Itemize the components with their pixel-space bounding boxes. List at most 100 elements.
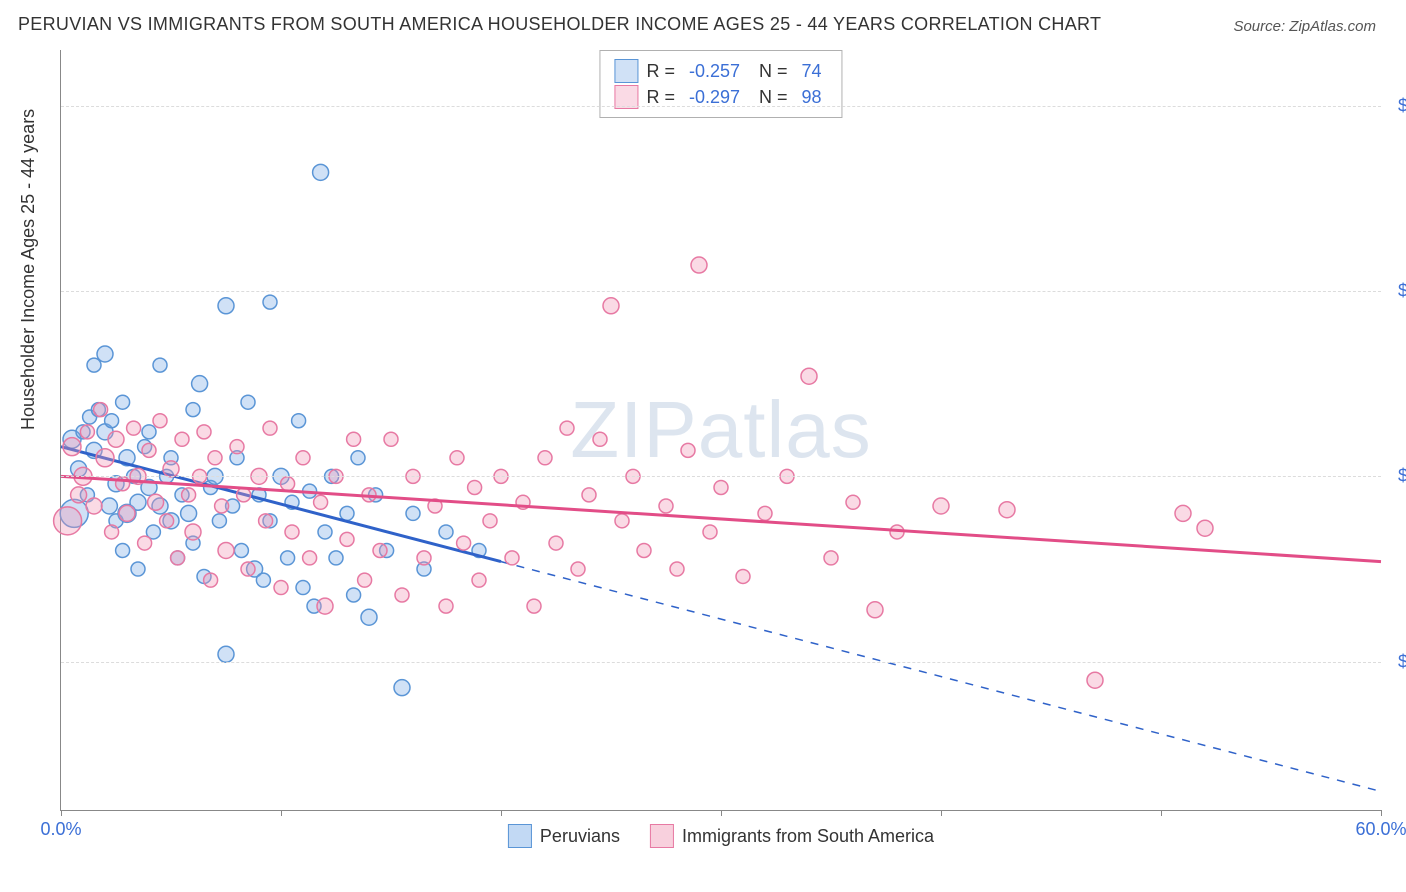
scatter-point	[181, 505, 197, 521]
scatter-point	[182, 488, 196, 502]
scatter-point	[97, 346, 113, 362]
scatter-point	[175, 432, 189, 446]
scatter-point	[119, 505, 135, 521]
x-tick-mark	[281, 810, 282, 816]
x-tick-mark	[1381, 810, 1382, 816]
scatter-point	[450, 451, 464, 465]
scatter-point	[714, 480, 728, 494]
scatter-point	[373, 543, 387, 557]
scatter-point	[317, 598, 333, 614]
scatter-point	[703, 525, 717, 539]
scatter-point	[148, 494, 164, 510]
legend-r-label: R =	[646, 61, 675, 82]
scatter-point	[439, 525, 453, 539]
scatter-point	[116, 395, 130, 409]
scatter-point	[736, 569, 750, 583]
scatter-point	[457, 536, 471, 550]
scatter-point	[80, 425, 94, 439]
scatter-point	[218, 646, 234, 662]
legend-r-label: R =	[646, 87, 675, 108]
scatter-point	[758, 506, 772, 520]
scatter-point	[105, 525, 119, 539]
legend-n-value: 98	[802, 87, 822, 108]
scatter-point	[670, 562, 684, 576]
scatter-point	[846, 495, 860, 509]
scatter-point	[603, 298, 619, 314]
scatter-point	[116, 543, 130, 557]
scatter-point	[439, 599, 453, 613]
scatter-point	[933, 498, 949, 514]
legend-r-value: -0.257	[689, 61, 740, 82]
scatter-point	[86, 498, 102, 514]
scatter-point	[163, 461, 179, 477]
scatter-point	[681, 443, 695, 457]
scatter-point	[171, 551, 185, 565]
scatter-point	[303, 551, 317, 565]
x-tick-label: 60.0%	[1355, 819, 1406, 840]
scatter-point	[1197, 520, 1213, 536]
scatter-point	[127, 421, 141, 435]
y-tick-label: $150,000	[1386, 280, 1406, 301]
scatter-point	[406, 506, 420, 520]
scatter-point	[142, 443, 156, 457]
y-tick-label: $200,000	[1386, 95, 1406, 116]
scatter-point	[215, 499, 229, 513]
scatter-point	[296, 451, 310, 465]
scatter-point	[281, 477, 295, 491]
scatter-point	[999, 502, 1015, 518]
scatter-point	[296, 581, 310, 595]
scatter-point	[241, 395, 255, 409]
scatter-point	[94, 403, 108, 417]
scatter-point	[138, 536, 152, 550]
scatter-point	[329, 551, 343, 565]
chart-title: PERUVIAN VS IMMIGRANTS FROM SOUTH AMERIC…	[18, 14, 1101, 35]
scatter-point	[313, 164, 329, 180]
scatter-point	[549, 536, 563, 550]
scatter-point	[234, 543, 248, 557]
scatter-point	[259, 514, 273, 528]
scatter-point	[340, 506, 354, 520]
scatter-point	[204, 573, 218, 587]
scatter-point	[192, 376, 208, 392]
y-tick-label: $100,000	[1386, 466, 1406, 487]
scatter-point	[395, 588, 409, 602]
scatter-point	[358, 573, 372, 587]
x-tick-mark	[1161, 810, 1162, 816]
x-tick-mark	[501, 810, 502, 816]
scatter-point	[468, 480, 482, 494]
gridline	[61, 476, 1381, 477]
scatter-point	[384, 432, 398, 446]
scatter-point	[142, 425, 156, 439]
scatter-point	[472, 573, 486, 587]
scatter-point	[505, 551, 519, 565]
scatter-point	[615, 514, 629, 528]
plot-area: ZIPatlas R =-0.257 N =74R =-0.297 N =98 …	[60, 50, 1381, 811]
scatter-svg	[61, 50, 1381, 810]
scatter-point	[101, 498, 117, 514]
scatter-point	[218, 542, 234, 558]
scatter-point	[241, 562, 255, 576]
x-tick-mark	[721, 810, 722, 816]
scatter-point	[105, 414, 119, 428]
scatter-point	[340, 532, 354, 546]
legend-n-value: 74	[802, 61, 822, 82]
scatter-point	[1087, 672, 1103, 688]
series-legend: Peruvians Immigrants from South America	[508, 824, 934, 848]
scatter-point	[230, 440, 244, 454]
scatter-point	[186, 403, 200, 417]
series-legend-item: Peruvians	[508, 824, 620, 848]
gridline	[61, 291, 1381, 292]
scatter-point	[263, 421, 277, 435]
series-legend-label: Immigrants from South America	[682, 826, 934, 847]
gridline	[61, 106, 1381, 107]
source-label: Source: ZipAtlas.com	[1233, 18, 1376, 35]
y-axis-label: Householder Income Ages 25 - 44 years	[18, 109, 39, 430]
scatter-point	[185, 524, 201, 540]
scatter-point	[483, 514, 497, 528]
legend-n-label: N =	[754, 61, 788, 82]
scatter-point	[197, 425, 211, 439]
scatter-point	[582, 488, 596, 502]
scatter-point	[153, 414, 167, 428]
scatter-point	[351, 451, 365, 465]
series-legend-label: Peruvians	[540, 826, 620, 847]
